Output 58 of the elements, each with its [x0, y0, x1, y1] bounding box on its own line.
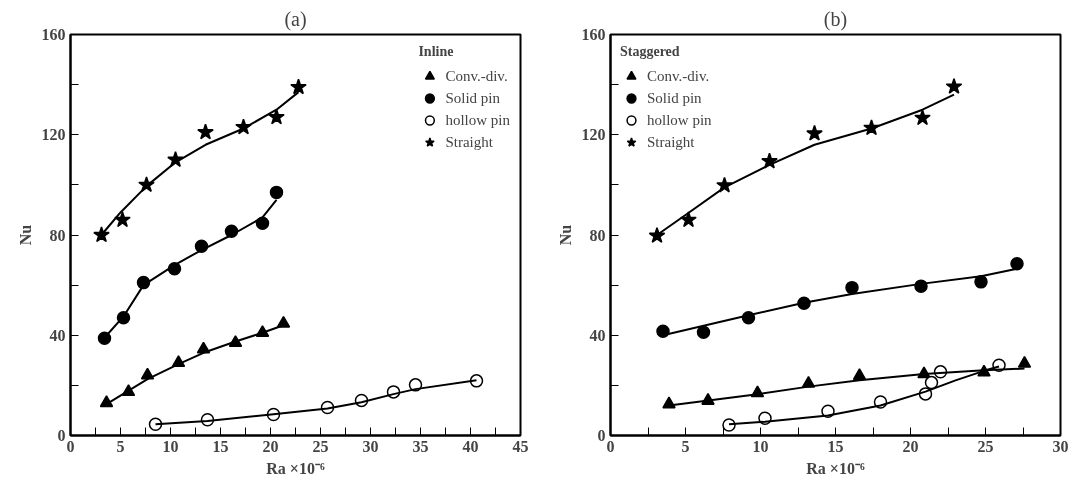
point — [114, 211, 131, 228]
legend-title: Inline — [418, 44, 455, 60]
x-axis-title: Ra ×10⁻⁶ — [266, 459, 325, 477]
legend-label: Solid pin — [647, 89, 702, 107]
x-tick-label: 25 — [312, 437, 329, 455]
legend-label: Straight — [647, 133, 695, 151]
x-tick-label: 25 — [977, 437, 994, 455]
y-tick-label: 80 — [589, 226, 606, 244]
point — [696, 325, 711, 339]
point — [197, 123, 214, 140]
x-tick-label: 30 — [362, 437, 379, 455]
point — [268, 108, 285, 125]
point — [845, 280, 859, 295]
y-tick-label: 120 — [41, 126, 66, 144]
x-tick-label: 15 — [212, 437, 229, 455]
point — [276, 315, 291, 328]
point — [97, 331, 112, 345]
y-axis-title: Nu — [556, 224, 574, 246]
y-tick-label: 120 — [581, 126, 606, 144]
x-axis-title: Ra ×10⁻⁶ — [806, 459, 865, 477]
point — [924, 375, 939, 390]
y-tick-label: 80 — [49, 226, 66, 244]
legend-label: Solid pin — [445, 89, 501, 107]
y-tick-label: 160 — [41, 26, 66, 43]
point — [914, 109, 931, 126]
legend-label: hollow pin — [647, 111, 712, 129]
x-tick-label: 30 — [1052, 437, 1069, 455]
x-tick-label: 15 — [827, 437, 844, 455]
point — [656, 324, 670, 338]
y-axis-title: Nu — [16, 224, 34, 246]
point — [1017, 355, 1032, 368]
point — [806, 124, 823, 141]
y-tick-label: 40 — [49, 326, 66, 344]
x-tick-label: 5 — [116, 437, 125, 455]
legend-label: Straight — [445, 133, 493, 151]
point — [93, 226, 110, 243]
x-tick-label: 40 — [462, 437, 479, 455]
x-tick-label: 45 — [512, 437, 529, 455]
x-tick-label: 20 — [902, 437, 919, 455]
x-tick-label: 10 — [162, 437, 179, 455]
point — [140, 367, 155, 380]
y-tick-label: 40 — [589, 326, 606, 344]
point — [290, 78, 307, 95]
x-tick-label: 20 — [262, 437, 279, 455]
y-tick-label: 160 — [581, 26, 606, 43]
chart-title: (b) — [823, 7, 848, 31]
legend-label: hollow pin — [445, 111, 510, 129]
x-tick-label: 5 — [681, 437, 690, 455]
point — [852, 368, 867, 381]
point — [945, 77, 963, 94]
x-tick-label: 35 — [412, 437, 429, 455]
chart-title: (a) — [284, 7, 307, 31]
legend-title: Staggered — [620, 44, 681, 60]
point — [1010, 257, 1024, 271]
legend-label: Conv.-div. — [445, 67, 508, 85]
x-tick-label: 10 — [752, 437, 769, 455]
legend-label: Conv.-div. — [647, 67, 710, 85]
point — [269, 185, 284, 200]
